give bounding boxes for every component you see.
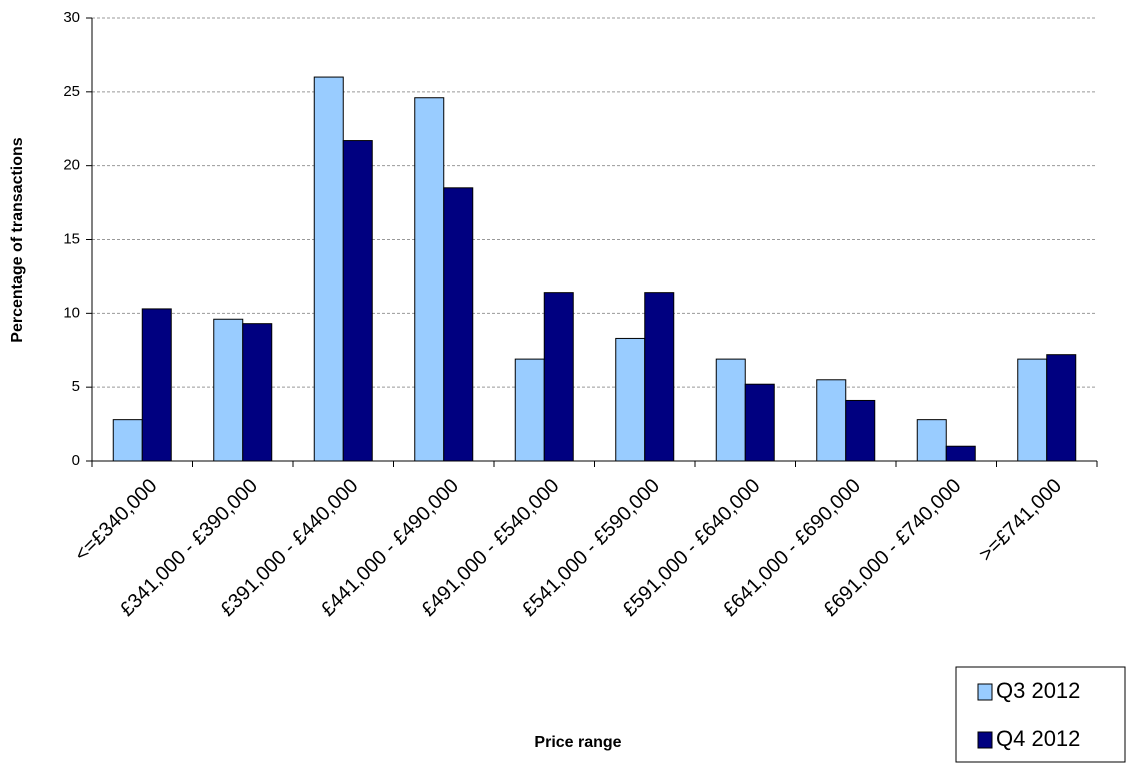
bar bbox=[141, 308, 172, 462]
legend-label: Q4 2012 bbox=[996, 726, 1080, 751]
y-tick-label: 0 bbox=[72, 452, 80, 469]
bar bbox=[313, 76, 344, 462]
bar bbox=[816, 379, 847, 462]
bar bbox=[744, 383, 775, 462]
bar bbox=[414, 97, 445, 462]
bar bbox=[514, 358, 545, 462]
y-axis-title: Percentage of transactions bbox=[9, 137, 26, 343]
bar bbox=[1046, 354, 1077, 462]
bar bbox=[443, 187, 474, 462]
x-tick-label: <=£340,000 bbox=[70, 475, 161, 566]
legend-label: Q3 2012 bbox=[996, 678, 1080, 703]
bar bbox=[845, 399, 876, 462]
x-tick-label: >=£741,000 bbox=[975, 475, 1066, 566]
bar bbox=[342, 140, 373, 462]
y-tick-label: 10 bbox=[63, 304, 80, 321]
y-tick-label: 15 bbox=[63, 230, 80, 247]
bar bbox=[1017, 358, 1048, 462]
bar bbox=[112, 419, 143, 462]
y-tick-label: 20 bbox=[63, 157, 80, 174]
bar bbox=[916, 419, 947, 462]
legend-swatch bbox=[977, 683, 993, 701]
bar bbox=[715, 358, 746, 462]
legend-swatch bbox=[977, 731, 993, 749]
bar bbox=[615, 337, 646, 462]
bar bbox=[543, 292, 574, 462]
bar bbox=[945, 445, 976, 462]
y-tick-label: 5 bbox=[72, 378, 80, 395]
y-tick-label: 25 bbox=[63, 83, 80, 100]
bar bbox=[644, 292, 675, 462]
x-axis-title: Price range bbox=[534, 734, 621, 751]
bar bbox=[242, 323, 273, 462]
bar bbox=[213, 318, 244, 462]
y-tick-label: 30 bbox=[63, 9, 80, 26]
